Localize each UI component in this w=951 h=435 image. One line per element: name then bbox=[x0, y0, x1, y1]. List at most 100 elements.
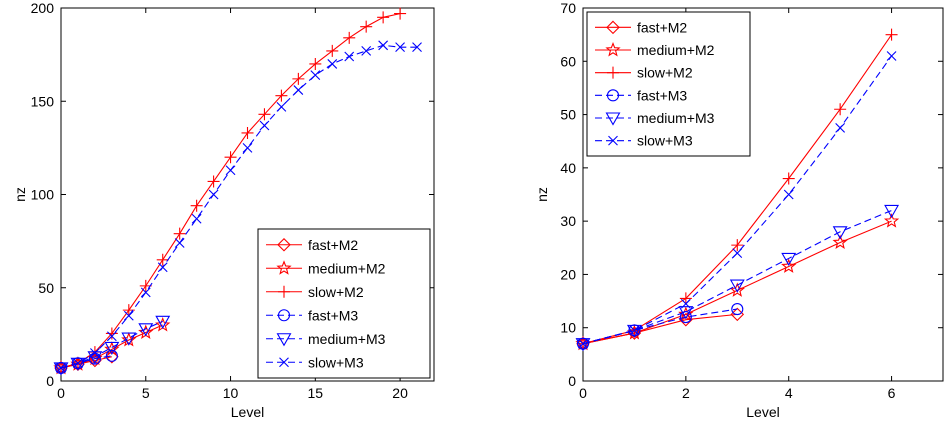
data-point bbox=[680, 298, 691, 309]
y-tick-label: 150 bbox=[31, 93, 55, 109]
legend: fast+M2 medium+M2 slow+M2 fast+M3 medium+M3 s… bbox=[257, 228, 431, 379]
data-point bbox=[292, 72, 305, 85]
legend-label: medium+M2 bbox=[308, 260, 386, 276]
x-tick-label: 2 bbox=[682, 385, 690, 401]
data-point bbox=[378, 40, 389, 51]
data-point bbox=[104, 341, 120, 356]
x-tick-label: 6 bbox=[888, 385, 896, 401]
data-point bbox=[191, 213, 202, 224]
data-point bbox=[225, 165, 236, 176]
data-point bbox=[90, 348, 100, 358]
data-point bbox=[731, 303, 744, 316]
legend-label: medium+M2 bbox=[637, 42, 715, 58]
data-point bbox=[121, 332, 137, 346]
legend-label: fast+M2 bbox=[637, 19, 687, 35]
x-tick-label: 15 bbox=[308, 385, 324, 401]
data-point bbox=[629, 325, 640, 336]
y-tick-label: 200 bbox=[31, 0, 55, 16]
series-slow-m3 bbox=[578, 51, 897, 349]
legend-label: slow+M3 bbox=[637, 133, 693, 149]
data-point bbox=[343, 31, 356, 44]
data-point bbox=[412, 42, 422, 53]
left-chart: 0 5 10 15 20050100150200Levelnzfast+M2medium… bbox=[12, 0, 435, 420]
data-point bbox=[781, 252, 797, 267]
y-tick-label: 40 bbox=[560, 160, 576, 176]
data-point bbox=[309, 57, 322, 70]
x-tick-label: 20 bbox=[392, 385, 408, 401]
data-point bbox=[242, 142, 253, 153]
legend-label: fast+M3 bbox=[637, 87, 687, 103]
data-point bbox=[138, 323, 154, 337]
data-point bbox=[885, 28, 898, 41]
legend-marker bbox=[276, 260, 292, 275]
legend-label: slow+M2 bbox=[308, 284, 364, 300]
data-point bbox=[104, 341, 120, 356]
legend-label: slow+M2 bbox=[637, 65, 693, 81]
y-tick-label: 50 bbox=[560, 107, 576, 123]
x-axis-label: Level bbox=[231, 404, 264, 420]
series-slow-m3 bbox=[56, 40, 422, 373]
data-point bbox=[123, 310, 134, 321]
data-point bbox=[886, 51, 897, 61]
data-point bbox=[360, 20, 373, 33]
legend-marker bbox=[605, 112, 621, 126]
data-point bbox=[678, 306, 694, 320]
legend-box bbox=[257, 228, 431, 379]
legend-label: fast+M3 bbox=[308, 307, 358, 323]
x-tick-label: 4 bbox=[785, 385, 793, 401]
legend-marker bbox=[277, 309, 291, 322]
data-point bbox=[140, 287, 151, 298]
legend-label: medium+M3 bbox=[637, 110, 715, 126]
data-point bbox=[832, 234, 848, 249]
data-point bbox=[258, 108, 271, 121]
series-line bbox=[60, 44, 418, 369]
y-tick-label: 70 bbox=[560, 0, 576, 16]
y-tick-label: 30 bbox=[560, 213, 576, 229]
legend-marker bbox=[279, 357, 289, 368]
x-axis-label: Level bbox=[746, 404, 779, 420]
data-point bbox=[173, 227, 186, 240]
legend-marker bbox=[606, 89, 620, 102]
x-tick-label: 0 bbox=[579, 385, 587, 401]
data-point bbox=[679, 311, 692, 324]
data-point bbox=[208, 189, 219, 200]
data-point bbox=[575, 338, 591, 352]
data-point bbox=[394, 7, 407, 20]
legend-marker bbox=[605, 41, 621, 57]
y-axis-label: nz bbox=[12, 187, 28, 202]
right-chart: 0 2 4 6010203040506070Levelnzfast+M2medium+… bbox=[534, 0, 944, 420]
data-point bbox=[105, 349, 118, 362]
data-point bbox=[121, 331, 137, 347]
legend-marker bbox=[276, 333, 292, 347]
data-point bbox=[834, 103, 847, 116]
y-tick-label: 50 bbox=[38, 280, 54, 296]
data-point bbox=[327, 59, 338, 69]
legend: fast+M2 medium+M2 slow+M2 fast+M3 medium+M3 s… bbox=[586, 11, 751, 157]
data-point bbox=[87, 351, 103, 365]
data-point bbox=[155, 315, 171, 329]
legend-box bbox=[586, 11, 751, 157]
data-point bbox=[377, 11, 390, 24]
data-point bbox=[395, 42, 405, 53]
data-point bbox=[207, 175, 220, 188]
legend-marker bbox=[606, 20, 620, 35]
data-point bbox=[732, 248, 743, 259]
series-medium-m3 bbox=[575, 204, 900, 352]
y-tick-label: 60 bbox=[560, 53, 576, 69]
legend-marker bbox=[608, 135, 618, 146]
data-point bbox=[729, 282, 745, 297]
legend-label: slow+M3 bbox=[308, 354, 364, 370]
data-point bbox=[73, 358, 83, 369]
data-point bbox=[105, 327, 118, 340]
data-point bbox=[326, 44, 339, 57]
data-point bbox=[157, 262, 168, 273]
series-line bbox=[582, 209, 892, 345]
data-point bbox=[578, 338, 588, 349]
data-point bbox=[190, 199, 203, 212]
data-point bbox=[781, 258, 797, 273]
legend-label: medium+M3 bbox=[308, 331, 386, 347]
data-point bbox=[361, 46, 372, 56]
legend-label: fast+M2 bbox=[308, 237, 358, 253]
data-point bbox=[883, 213, 900, 228]
